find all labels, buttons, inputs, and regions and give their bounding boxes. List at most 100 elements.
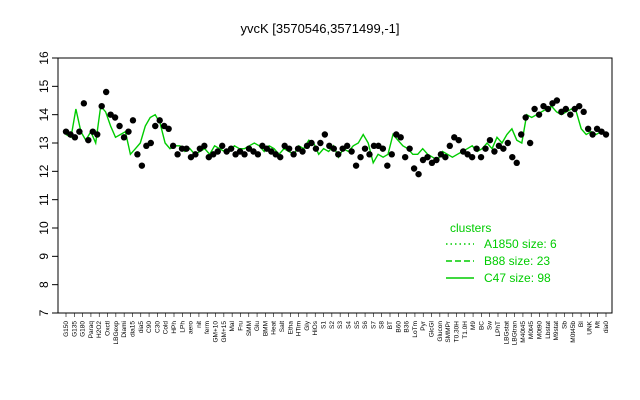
data-point bbox=[486, 136, 494, 144]
data-point bbox=[120, 134, 128, 141]
legend-title: clusters bbox=[450, 221, 491, 235]
x-tick-label: S5 bbox=[354, 321, 361, 329]
data-point bbox=[285, 145, 293, 152]
x-tick-label: GlcGl bbox=[429, 320, 436, 337]
x-tick-label: Mt bbox=[595, 321, 602, 328]
data-point bbox=[415, 170, 422, 178]
y-tick-label: 14 bbox=[37, 108, 51, 122]
x-tick-label: S3 bbox=[337, 321, 344, 329]
data-point bbox=[406, 145, 413, 152]
data-point bbox=[71, 134, 79, 141]
plot-frame bbox=[57, 57, 613, 314]
data-point bbox=[277, 153, 284, 161]
x-tick-label: ferm bbox=[204, 321, 211, 334]
data-point bbox=[129, 117, 137, 124]
data-point bbox=[335, 151, 342, 158]
x-tick-label: Diami bbox=[121, 321, 128, 338]
x-tick-label: S8 bbox=[379, 321, 386, 329]
data-point bbox=[80, 100, 88, 107]
data-point bbox=[134, 151, 141, 158]
y-tick-label: 12 bbox=[37, 164, 51, 178]
data-point bbox=[584, 125, 592, 133]
y-tick-label: 8 bbox=[37, 281, 51, 288]
y-tick-label: 15 bbox=[37, 79, 51, 93]
data-point bbox=[602, 131, 610, 138]
x-tick-label: LBGexp bbox=[113, 321, 120, 345]
data-point bbox=[254, 151, 262, 158]
data-point bbox=[522, 114, 529, 121]
data-point bbox=[102, 88, 110, 96]
data-point bbox=[576, 102, 583, 110]
x-tick-label: nit bbox=[196, 321, 203, 328]
x-tick-label: GM+10 bbox=[213, 321, 220, 343]
x-tick-label: LPhT bbox=[495, 321, 502, 337]
x-tick-label: SMM bbox=[246, 321, 253, 336]
y-tick-label: 9 bbox=[37, 253, 51, 260]
data-point bbox=[370, 142, 378, 150]
data-point bbox=[76, 128, 83, 135]
data-point bbox=[201, 142, 208, 150]
x-tick-label: G180 bbox=[80, 321, 87, 337]
data-point bbox=[442, 153, 449, 161]
data-point bbox=[553, 97, 561, 104]
series-points bbox=[62, 88, 610, 178]
data-point bbox=[312, 145, 320, 152]
data-point bbox=[138, 162, 146, 169]
x-tick-label: G135 bbox=[71, 321, 78, 337]
x-tick-label: dia15 bbox=[129, 321, 136, 337]
data-point bbox=[446, 142, 454, 150]
x-tick-label: M40t45 bbox=[520, 321, 527, 343]
x-tick-label: Oxctl bbox=[105, 320, 112, 335]
x-tick-label: GM+15 bbox=[221, 321, 228, 343]
data-point bbox=[352, 162, 360, 169]
x-tick-label: HTim bbox=[296, 321, 303, 336]
data-point bbox=[178, 145, 186, 152]
data-point bbox=[562, 105, 570, 113]
x-tick-label: LBGstat bbox=[503, 321, 510, 345]
x-tick-label: UNK bbox=[586, 320, 593, 334]
x-tick-label: BC bbox=[478, 321, 485, 330]
data-point bbox=[98, 102, 105, 110]
x-tick-label: BT bbox=[387, 321, 394, 329]
data-point bbox=[535, 111, 543, 118]
data-point bbox=[491, 148, 498, 155]
x-tick-label: S2 bbox=[329, 321, 336, 329]
data-point bbox=[433, 156, 440, 164]
y-tick-label: 13 bbox=[37, 136, 51, 150]
data-point bbox=[299, 148, 306, 155]
data-point bbox=[361, 145, 369, 152]
x-tick-label: Mal bbox=[229, 320, 236, 331]
data-point bbox=[589, 131, 596, 138]
y-tick-label: 16 bbox=[37, 51, 51, 65]
data-point bbox=[321, 131, 329, 138]
x-tick-label: M9 bbox=[470, 321, 477, 330]
data-point bbox=[348, 148, 355, 155]
x-tick-label: LPh bbox=[179, 321, 186, 333]
x-tick-label: dia5 bbox=[138, 321, 145, 334]
data-point bbox=[455, 136, 462, 144]
x-tick-label: Sw bbox=[487, 321, 494, 330]
x-tick-label: B36 bbox=[404, 321, 411, 333]
x-tick-label: Etha bbox=[287, 321, 294, 335]
data-point bbox=[174, 151, 181, 158]
data-point bbox=[518, 131, 525, 138]
legend-label: B88 size: 23 bbox=[484, 254, 550, 268]
x-tick-label: LoTm bbox=[412, 321, 419, 338]
x-tick-label: M0t45b bbox=[570, 321, 577, 343]
data-point bbox=[308, 139, 315, 147]
x-tick-label: B60 bbox=[395, 321, 402, 333]
data-point bbox=[526, 139, 534, 147]
x-tick-label: Glu bbox=[254, 321, 261, 332]
x-axis: G150 G135 G180 Paraq H2O2 Oxctl LBGexp Diami dia… bbox=[63, 313, 610, 345]
data-point bbox=[509, 153, 516, 161]
data-point bbox=[424, 153, 431, 161]
data-point bbox=[169, 142, 177, 150]
x-tick-label: M9stat bbox=[553, 321, 560, 341]
data-point bbox=[473, 145, 480, 152]
data-point bbox=[513, 159, 520, 167]
data-point bbox=[218, 142, 226, 150]
x-tick-label: M0t90 bbox=[537, 321, 544, 339]
x-tick-label: Salt bbox=[279, 321, 286, 332]
x-tick-label: BI bbox=[578, 321, 585, 327]
